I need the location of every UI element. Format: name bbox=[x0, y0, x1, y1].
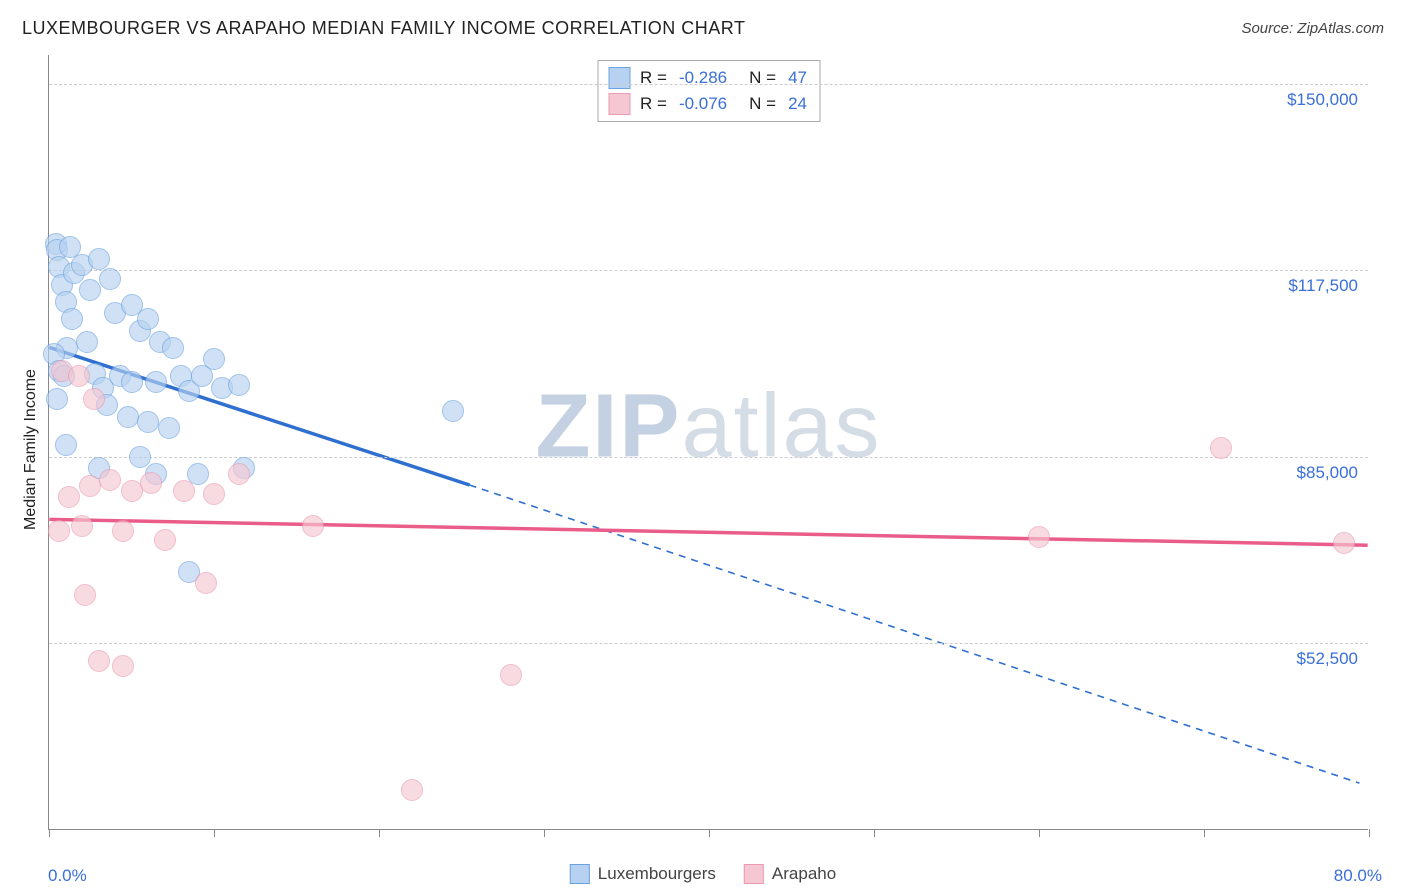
y-axis-label: Median Family Income bbox=[22, 369, 40, 530]
point-ara bbox=[58, 486, 80, 508]
x-axis-max-label: 80.0% bbox=[1334, 866, 1382, 886]
trendline-ara bbox=[49, 519, 1367, 545]
legend-label: Arapaho bbox=[772, 864, 836, 884]
point-lux bbox=[442, 400, 464, 422]
point-lux bbox=[121, 371, 143, 393]
y-tick-label: $85,000 bbox=[1297, 463, 1358, 483]
swatch-icon bbox=[744, 864, 764, 884]
trend-lines-svg bbox=[49, 55, 1368, 829]
x-tick bbox=[544, 829, 545, 837]
point-lux bbox=[203, 348, 225, 370]
point-ara bbox=[195, 572, 217, 594]
point-ara bbox=[74, 584, 96, 606]
x-tick bbox=[1204, 829, 1205, 837]
legend-stats: R = -0.286 N = 47 R = -0.076 N = 24 bbox=[597, 60, 820, 122]
point-ara bbox=[401, 779, 423, 801]
point-lux bbox=[76, 331, 98, 353]
point-lux bbox=[162, 337, 184, 359]
point-lux bbox=[88, 248, 110, 270]
trendline-lux-extrapolated bbox=[470, 485, 1360, 783]
point-ara bbox=[121, 480, 143, 502]
legend-stats-row-ara: R = -0.076 N = 24 bbox=[608, 91, 807, 117]
point-lux bbox=[158, 417, 180, 439]
watermark-zip: ZIP bbox=[535, 376, 681, 476]
point-ara bbox=[173, 480, 195, 502]
legend-item: Luxembourgers bbox=[570, 864, 716, 884]
r-value: -0.286 bbox=[679, 68, 727, 88]
point-lux bbox=[46, 388, 68, 410]
point-ara bbox=[88, 650, 110, 672]
grid-line bbox=[49, 643, 1368, 644]
point-lux bbox=[79, 279, 101, 301]
point-ara bbox=[112, 655, 134, 677]
legend-bottom: Luxembourgers Arapaho bbox=[570, 864, 836, 884]
point-ara bbox=[154, 529, 176, 551]
point-lux bbox=[99, 268, 121, 290]
plot-area: ZIPatlas R = -0.286 N = 47 R = -0.076 N = 2… bbox=[48, 55, 1368, 830]
point-lux bbox=[117, 406, 139, 428]
grid-line bbox=[49, 84, 1368, 85]
r-value: -0.076 bbox=[679, 94, 727, 114]
point-ara bbox=[140, 472, 162, 494]
point-ara bbox=[1210, 437, 1232, 459]
n-label: N = bbox=[749, 94, 776, 114]
n-value: 47 bbox=[788, 68, 807, 88]
title-bar: LUXEMBOURGER VS ARAPAHO MEDIAN FAMILY IN… bbox=[22, 18, 1384, 39]
x-tick bbox=[49, 829, 50, 837]
x-tick bbox=[874, 829, 875, 837]
point-ara bbox=[48, 520, 70, 542]
swatch-icon bbox=[570, 864, 590, 884]
x-axis-min-label: 0.0% bbox=[48, 866, 87, 886]
point-lux bbox=[228, 374, 250, 396]
point-ara bbox=[68, 365, 90, 387]
point-lux bbox=[137, 411, 159, 433]
r-label: R = bbox=[640, 68, 667, 88]
x-tick bbox=[1039, 829, 1040, 837]
x-tick bbox=[214, 829, 215, 837]
n-label: N = bbox=[749, 68, 776, 88]
point-lux bbox=[129, 446, 151, 468]
r-label: R = bbox=[640, 94, 667, 114]
point-ara bbox=[500, 664, 522, 686]
point-ara bbox=[228, 463, 250, 485]
y-tick-label: $117,500 bbox=[1288, 276, 1358, 296]
chart-title: LUXEMBOURGER VS ARAPAHO MEDIAN FAMILY IN… bbox=[22, 18, 745, 39]
point-ara bbox=[112, 520, 134, 542]
grid-line bbox=[49, 270, 1368, 271]
x-tick bbox=[1369, 829, 1370, 837]
legend-label: Luxembourgers bbox=[598, 864, 716, 884]
point-ara bbox=[83, 388, 105, 410]
watermark-atlas: atlas bbox=[681, 376, 881, 476]
chart-container: LUXEMBOURGER VS ARAPAHO MEDIAN FAMILY IN… bbox=[0, 0, 1406, 892]
point-ara bbox=[1028, 526, 1050, 548]
y-tick-label: $52,500 bbox=[1297, 649, 1358, 669]
x-tick bbox=[709, 829, 710, 837]
swatch-lux-icon bbox=[608, 67, 630, 89]
point-lux bbox=[55, 434, 77, 456]
x-tick bbox=[379, 829, 380, 837]
point-lux bbox=[137, 308, 159, 330]
point-ara bbox=[71, 515, 93, 537]
source-label: Source: ZipAtlas.com bbox=[1241, 20, 1384, 37]
watermark: ZIPatlas bbox=[535, 375, 881, 478]
point-ara bbox=[99, 469, 121, 491]
point-lux bbox=[145, 371, 167, 393]
point-ara bbox=[302, 515, 324, 537]
point-lux bbox=[61, 308, 83, 330]
legend-item: Arapaho bbox=[744, 864, 836, 884]
point-ara bbox=[203, 483, 225, 505]
point-ara bbox=[1333, 532, 1355, 554]
n-value: 24 bbox=[788, 94, 807, 114]
swatch-ara-icon bbox=[608, 93, 630, 115]
legend-stats-row-lux: R = -0.286 N = 47 bbox=[608, 65, 807, 91]
point-ara bbox=[79, 475, 101, 497]
y-tick-label: $150,000 bbox=[1287, 90, 1358, 110]
